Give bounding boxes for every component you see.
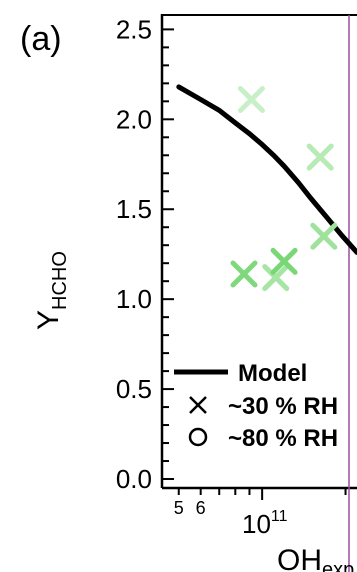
y-ticks: 0.0 0.5 1.0 1.5 2.0 2.5 bbox=[116, 14, 174, 494]
y-tick-label: 2.0 bbox=[116, 104, 152, 134]
panel-label: (a) bbox=[20, 20, 62, 58]
legend-cross-icon bbox=[189, 396, 207, 414]
x-label-main: OH bbox=[277, 544, 322, 572]
x-axis-label: OHexp bbox=[277, 544, 354, 572]
data-point-cross bbox=[270, 247, 298, 275]
data-point-cross bbox=[306, 143, 334, 171]
legend: Model ~30 % RH ~80 % RH bbox=[174, 360, 338, 452]
data-point-cross bbox=[230, 260, 258, 288]
model-line bbox=[176, 84, 357, 255]
y-tick-label: 1.5 bbox=[116, 194, 152, 224]
data-point-cross bbox=[310, 222, 338, 250]
y-tick-label: 2.5 bbox=[116, 14, 152, 44]
y-tick-label: 0.0 bbox=[116, 464, 152, 494]
y-label-main: Y bbox=[32, 310, 65, 330]
svg-text:YHCHO: YHCHO bbox=[32, 251, 71, 330]
markers bbox=[230, 86, 338, 292]
x-tick-label: 6 bbox=[196, 498, 206, 518]
x-decade-base: 10 bbox=[242, 509, 271, 539]
legend-model-label: Model bbox=[238, 360, 307, 387]
y-tick-label: 0.5 bbox=[116, 374, 152, 404]
legend-circle-icon bbox=[188, 427, 208, 447]
y-axis-label: YHCHO bbox=[32, 251, 71, 330]
y-label-sub: HCHO bbox=[49, 251, 71, 310]
y-tick-label: 1.0 bbox=[116, 284, 152, 314]
x-decade-label: 1011 bbox=[242, 508, 288, 539]
data-point-cross bbox=[262, 264, 290, 292]
legend-80rh-label: ~80 % RH bbox=[228, 425, 338, 452]
x-decade-exp: 11 bbox=[271, 508, 288, 525]
x-label-sub: exp bbox=[322, 559, 354, 572]
axes bbox=[160, 14, 357, 572]
legend-30rh-label: ~30 % RH bbox=[228, 393, 338, 420]
x-tick-label: 5 bbox=[174, 498, 184, 518]
data-point-cross bbox=[237, 86, 265, 114]
